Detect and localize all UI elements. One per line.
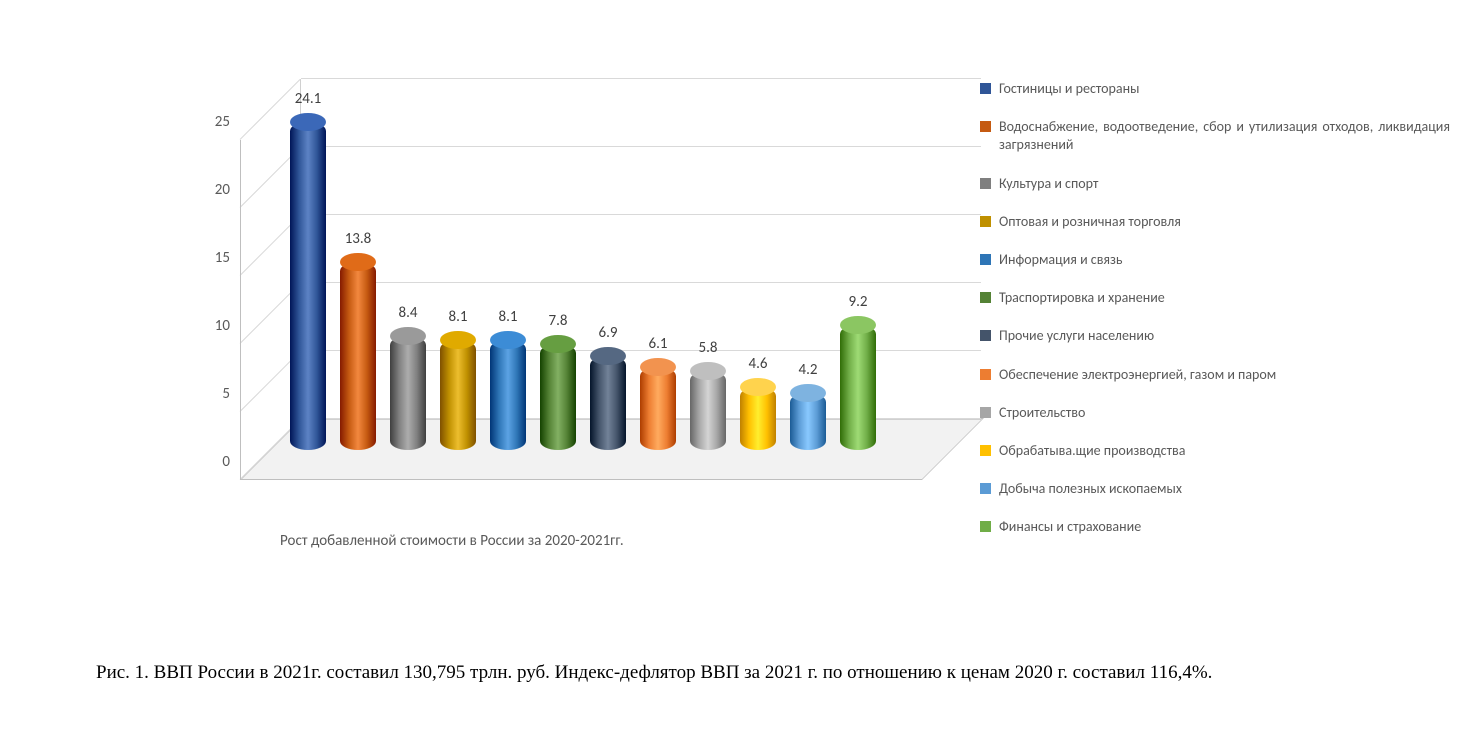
legend-label: Культура и спорт bbox=[999, 175, 1098, 193]
legend-swatch bbox=[980, 178, 991, 189]
legend-label: Финансы и страхование bbox=[999, 518, 1141, 536]
bar: 8.1 bbox=[490, 340, 526, 450]
bar: 4.2 bbox=[790, 393, 826, 450]
ytick-label: 25 bbox=[190, 113, 230, 131]
legend-label: Обеспечение электроэнергией, газом и пар… bbox=[999, 366, 1276, 384]
legend-swatch bbox=[980, 330, 991, 341]
bar-top bbox=[390, 327, 426, 345]
legend-label: Оптовая и розничная торговля bbox=[999, 213, 1181, 231]
bar-value-label: 4.2 bbox=[799, 361, 818, 379]
legend-item: Обрабатыва.щие производства bbox=[980, 442, 1450, 460]
legend-item: Обеспечение электроэнергией, газом и пар… bbox=[980, 366, 1450, 384]
legend-label: Водоснабжение, водоотведение, сбор и ути… bbox=[999, 118, 1450, 154]
bar-value-label: 7.8 bbox=[549, 312, 568, 330]
chart-area: 0 5 10 15 20 25 24.1 13.8 8.4 8.1 8.1 7.8 6.9 6.1 5.8 4… bbox=[180, 80, 940, 520]
legend-label: Строительство bbox=[999, 404, 1085, 422]
bar-cylinder bbox=[840, 325, 876, 450]
legend-item: Прочие услуги населению bbox=[980, 327, 1450, 345]
bar-cylinder bbox=[390, 336, 426, 450]
legend-label: Обрабатыва.щие производства bbox=[999, 442, 1185, 460]
legend-item: Гостиницы и рестораны bbox=[980, 80, 1450, 98]
bar-cylinder bbox=[440, 340, 476, 450]
bar-cylinder bbox=[590, 356, 626, 450]
gridline bbox=[301, 214, 981, 215]
legend-swatch bbox=[980, 216, 991, 227]
legend-swatch bbox=[980, 369, 991, 380]
caption-text: Рис. 1. ВВП России в 2021г. составил 130… bbox=[60, 660, 1400, 686]
bar: 24.1 bbox=[290, 122, 326, 450]
bar: 8.4 bbox=[390, 336, 426, 450]
legend-swatch bbox=[980, 121, 991, 132]
x-axis-label: Рост добавленной стоимости в России за 2… bbox=[240, 532, 960, 550]
legend-swatch bbox=[980, 254, 991, 265]
bar: 7.8 bbox=[540, 344, 576, 450]
y-axis-line bbox=[240, 140, 241, 480]
bar-value-label: 8.1 bbox=[449, 308, 468, 326]
bar-value-label: 4.6 bbox=[749, 355, 768, 373]
bar-cylinder bbox=[640, 367, 676, 450]
bar-value-label: 6.1 bbox=[649, 335, 668, 353]
bar: 13.8 bbox=[340, 262, 376, 450]
legend-swatch bbox=[980, 292, 991, 303]
legend-item: Добыча полезных ископаемых bbox=[980, 480, 1450, 498]
ytick-label: 5 bbox=[190, 385, 230, 403]
legend: Гостиницы и рестораны Водоснабжение, водо… bbox=[980, 80, 1450, 556]
legend-swatch bbox=[980, 521, 991, 532]
ytick-label: 15 bbox=[190, 249, 230, 267]
bar-top bbox=[690, 362, 726, 380]
bar-top bbox=[840, 316, 876, 334]
bar-value-label: 13.8 bbox=[345, 230, 372, 248]
legend-item: Информация и связь bbox=[980, 251, 1450, 269]
bar-cylinder bbox=[740, 387, 776, 450]
legend-label: Траспортировка и хранение bbox=[999, 289, 1165, 307]
gridline bbox=[301, 282, 981, 283]
legend-item: Траспортировка и хранение bbox=[980, 289, 1450, 307]
legend-swatch bbox=[980, 483, 991, 494]
bar-top bbox=[440, 331, 476, 349]
bar-top bbox=[640, 358, 676, 376]
ytick-label: 20 bbox=[190, 181, 230, 199]
gridline bbox=[301, 146, 981, 147]
legend-swatch bbox=[980, 83, 991, 94]
bar-value-label: 5.8 bbox=[699, 339, 718, 357]
bar-value-label: 9.2 bbox=[849, 293, 868, 311]
bar-top bbox=[540, 335, 576, 353]
legend-item: Культура и спорт bbox=[980, 175, 1450, 193]
legend-swatch bbox=[980, 407, 991, 418]
legend-label: Прочие услуги населению bbox=[999, 327, 1154, 345]
plot: 051015202524.113.88.48.18.17.86.96.15.84… bbox=[240, 80, 920, 480]
bar-cylinder bbox=[540, 344, 576, 450]
figure-caption: Рис. 1. ВВП России в 2021г. составил 130… bbox=[60, 660, 1400, 686]
bar-cylinder bbox=[340, 262, 376, 450]
bar-value-label: 8.1 bbox=[499, 308, 518, 326]
legend-label: Информация и связь bbox=[999, 251, 1122, 269]
legend-swatch bbox=[980, 445, 991, 456]
bar-cylinder bbox=[290, 122, 326, 450]
bar: 6.9 bbox=[590, 356, 626, 450]
bar: 8.1 bbox=[440, 340, 476, 450]
legend-item: Оптовая и розничная торговля bbox=[980, 213, 1450, 231]
legend-item: Финансы и страхование bbox=[980, 518, 1450, 536]
gridline bbox=[301, 78, 981, 79]
bar: 9.2 bbox=[840, 325, 876, 450]
legend-label: Гостиницы и рестораны bbox=[999, 80, 1139, 98]
bar-top bbox=[490, 331, 526, 349]
bar-value-label: 6.9 bbox=[599, 324, 618, 342]
legend-item: Строительство bbox=[980, 404, 1450, 422]
bar-top bbox=[790, 384, 826, 402]
legend-item: Водоснабжение, водоотведение, сбор и ути… bbox=[980, 118, 1450, 154]
bar-value-label: 8.4 bbox=[399, 304, 418, 322]
bar-cylinder bbox=[490, 340, 526, 450]
ytick-label: 10 bbox=[190, 317, 230, 335]
ytick-label: 0 bbox=[190, 453, 230, 471]
bar: 4.6 bbox=[740, 387, 776, 450]
bar: 6.1 bbox=[640, 367, 676, 450]
bar-value-label: 24.1 bbox=[295, 90, 322, 108]
bar-cylinder bbox=[690, 371, 726, 450]
figure: 0 5 10 15 20 25 24.1 13.8 8.4 8.1 8.1 7.8 6.9 6.1 5.8 4… bbox=[80, 50, 1380, 610]
bar: 5.8 bbox=[690, 371, 726, 450]
legend-label: Добыча полезных ископаемых bbox=[999, 480, 1182, 498]
